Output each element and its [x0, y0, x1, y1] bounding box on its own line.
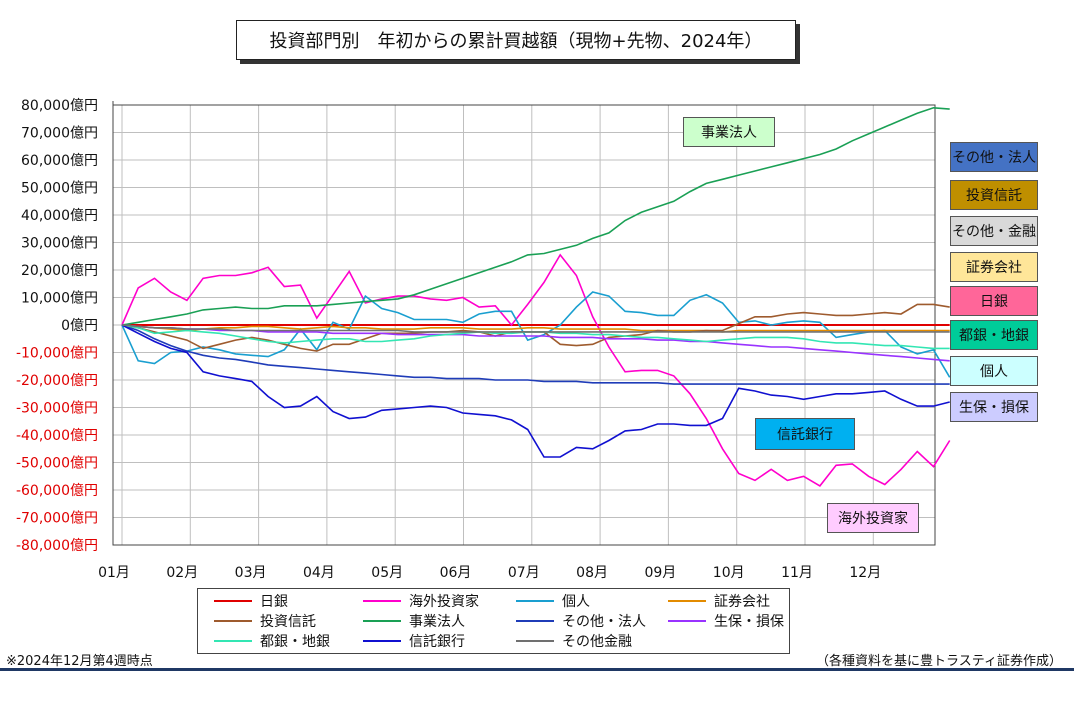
callout-jigyo-text: 事業法人: [701, 125, 757, 141]
bottom-rule: [0, 668, 1074, 671]
x-tick-label: 09月: [644, 565, 676, 581]
callout-kaigai-text: 海外投資家: [838, 511, 908, 527]
legend-label: 個人: [562, 594, 590, 610]
x-tick-label: 07月: [508, 565, 540, 581]
legend-swatch: [363, 640, 401, 642]
legend-item: 都銀・地銀: [214, 632, 330, 650]
series-line-6: [121, 324, 950, 385]
legend-item: 事業法人: [363, 612, 465, 630]
callout-shintaku: 信託銀行: [755, 418, 855, 450]
legend-swatch: [214, 620, 252, 622]
source-note: （各種資料を基に豊トラスティ証券作成）: [816, 654, 1062, 669]
legend-swatch: [363, 600, 401, 602]
x-tick-label: 04月: [303, 565, 335, 581]
series-line-2: [121, 291, 951, 378]
legend: 日銀 海外投資家 個人 証券会社投資信託 事業法人 その他・法人 生保・損保都銀・地銀 信託銀…: [197, 588, 790, 654]
x-tick-label: 10月: [713, 565, 745, 581]
x-tick-label: 08月: [576, 565, 608, 581]
x-tick-label: 01月: [98, 565, 130, 581]
side-label-1: 投資信託: [950, 180, 1038, 210]
legend-item: 信託銀行: [363, 632, 465, 650]
legend-swatch: [668, 600, 706, 602]
legend-swatch: [668, 620, 706, 622]
legend-label: 信託銀行: [409, 634, 465, 650]
series-line-9: [121, 324, 950, 458]
y-tick-label: 0億円: [61, 318, 98, 334]
y-tick-label: -20,000億円: [16, 373, 98, 389]
y-tick-label: 30,000億円: [21, 236, 98, 252]
legend-label: 海外投資家: [409, 594, 479, 610]
legend-swatch: [516, 640, 554, 642]
legend-item: 証券会社: [668, 592, 770, 610]
legend-swatch: [363, 620, 401, 622]
legend-label: 投資信託: [260, 614, 316, 630]
legend-item: 海外投資家: [363, 592, 479, 610]
y-tick-label: 80,000億円: [21, 98, 98, 114]
legend-item: その他金融: [516, 632, 632, 650]
legend-item: 個人: [516, 592, 590, 610]
x-tick-label: 11月: [781, 565, 813, 581]
x-tick-label: 02月: [166, 565, 198, 581]
legend-swatch: [516, 600, 554, 602]
series-line-10: [121, 324, 950, 333]
legend-label: その他金融: [562, 634, 632, 650]
callout-kaigai: 海外投資家: [827, 503, 919, 533]
y-tick-label: 60,000億円: [21, 153, 98, 169]
series-line-5: [121, 106, 950, 326]
legend-item: 日銀: [214, 592, 288, 610]
legend-item: その他・法人: [516, 612, 646, 630]
series-line-3: [121, 324, 950, 333]
series-line-1: [121, 253, 951, 487]
y-tick-label: -10,000億円: [16, 346, 98, 362]
side-label-2: その他・金融: [950, 216, 1038, 246]
side-label-7: 生保・損保: [950, 392, 1038, 422]
y-tick-label: 40,000億円: [21, 208, 98, 224]
callout-shintaku-text: 信託銀行: [777, 427, 833, 443]
side-label-4: 日銀: [950, 286, 1038, 316]
x-tick-label: 12月: [849, 565, 881, 581]
y-tick-label: -60,000億円: [16, 483, 98, 499]
x-tick-label: 03月: [235, 565, 267, 581]
side-label-6: 個人: [950, 356, 1038, 386]
legend-label: 日銀: [260, 594, 288, 610]
callout-jigyo: 事業法人: [683, 117, 775, 147]
y-tick-label: 10,000億円: [21, 291, 98, 307]
chart-title: 投資部門別 年初からの累計買越額（現物+先物、2024年）: [236, 20, 796, 60]
side-label-0: その他・法人: [950, 142, 1038, 172]
y-tick-label: 50,000億円: [21, 181, 98, 197]
legend-item: 投資信託: [214, 612, 316, 630]
y-tick-label: -50,000億円: [16, 456, 98, 472]
side-label-5: 都銀・地銀: [950, 320, 1038, 350]
y-tick-label: 70,000億円: [21, 126, 98, 142]
x-tick-label: 05月: [371, 565, 403, 581]
legend-item: 生保・損保: [668, 612, 784, 630]
x-tick-label: 06月: [440, 565, 472, 581]
y-tick-label: 20,000億円: [21, 263, 98, 279]
side-label-3: 証券会社: [950, 252, 1038, 282]
legend-label: 事業法人: [409, 614, 465, 630]
legend-label: 都銀・地銀: [260, 634, 330, 650]
footnote: ※2024年12月第4週時点: [6, 654, 153, 669]
legend-label: 生保・損保: [714, 614, 784, 630]
y-tick-label: -30,000億円: [16, 401, 98, 417]
y-tick-label: -80,000億円: [16, 538, 98, 554]
y-tick-label: -70,000億円: [16, 511, 98, 527]
legend-label: 証券会社: [714, 594, 770, 610]
legend-swatch: [214, 640, 252, 642]
legend-label: その他・法人: [562, 614, 646, 630]
y-tick-label: -40,000億円: [16, 428, 98, 444]
legend-swatch: [516, 620, 554, 622]
legend-swatch: [214, 600, 252, 602]
